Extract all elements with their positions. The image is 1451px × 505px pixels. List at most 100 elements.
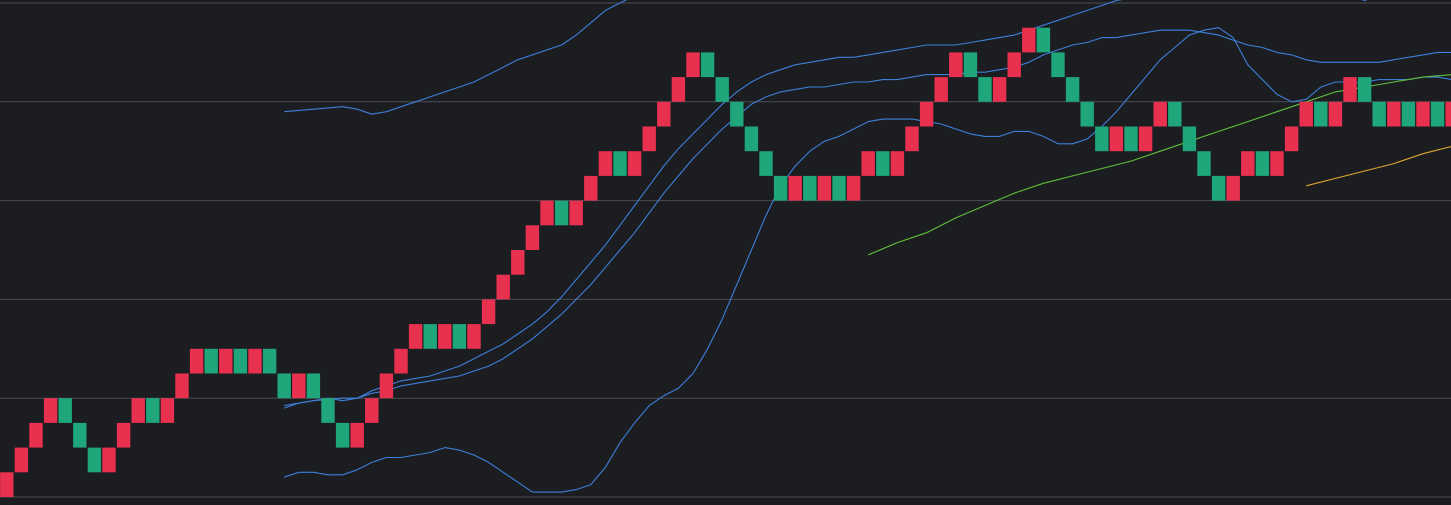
renko-brick-down [467, 324, 481, 349]
renko-brick-down [1387, 101, 1401, 127]
renko-brick-up [1124, 126, 1138, 152]
renko-brick-down [1226, 175, 1240, 201]
renko-brick-down [116, 422, 131, 448]
renko-brick-up [1095, 126, 1109, 152]
renko-brick-up [876, 151, 890, 176]
renko-brick-down [846, 175, 861, 201]
series-line [284, 0, 1368, 115]
renko-brick-down [394, 348, 408, 374]
renko-brick-up [1051, 52, 1065, 78]
renko-brick-up [321, 398, 335, 423]
renko-brick-up [1314, 101, 1328, 127]
renko-brick-up [730, 101, 744, 127]
renko-brick-up [335, 422, 350, 448]
renko-brick-down [511, 250, 525, 275]
renko-brick-up [73, 422, 87, 448]
renko-brick-down [496, 274, 510, 300]
series-line [284, 27, 1451, 493]
renko-brick-down [219, 348, 233, 374]
renko-brick-up [832, 175, 846, 201]
renko-brick-down [365, 398, 379, 423]
renko-brick-up [452, 324, 467, 349]
renko-brick-down [102, 447, 116, 473]
renko-brick-down [1343, 77, 1357, 102]
renko-brick-down [1153, 101, 1167, 127]
renko-brick-down [817, 175, 832, 201]
renko-brick-down [131, 398, 145, 423]
renko-brick-down [350, 422, 364, 448]
renko-brick-down [1022, 27, 1036, 53]
renko-brick-down [1007, 52, 1021, 78]
renko-brick-down [788, 175, 802, 201]
renko-brick-down [992, 77, 1007, 102]
renko-brick-down [1138, 126, 1153, 152]
renko-brick-up [1255, 151, 1270, 176]
renko-brick-up [1065, 77, 1080, 102]
renko-brick-up [759, 151, 773, 176]
renko-brick-up [613, 151, 627, 176]
renko-brick-down [1299, 101, 1313, 127]
renko-brick-down [598, 151, 613, 176]
renko-brick-down [1270, 151, 1284, 176]
renko-brick-down [248, 348, 262, 374]
series-line [1306, 146, 1451, 187]
renko-bricks [0, 27, 1451, 497]
renko-brick-down [1241, 151, 1255, 176]
renko-brick-down [160, 398, 175, 423]
renko-brick-down [525, 225, 540, 250]
renko-brick-down [934, 77, 948, 102]
renko-brick-up [58, 398, 72, 423]
renko-brick-up [1372, 101, 1386, 127]
renko-brick-down [29, 422, 43, 448]
renko-brick-down [189, 348, 204, 374]
renko-brick-down [43, 398, 58, 423]
renko-brick-down [919, 101, 934, 127]
renko-brick-up [744, 126, 759, 152]
renko-brick-down [1328, 101, 1343, 127]
renko-brick-up [978, 77, 992, 102]
renko-brick-up [700, 52, 715, 78]
renko-brick-down [1445, 101, 1451, 127]
renko-brick-down [905, 126, 919, 152]
renko-brick-up [87, 447, 102, 473]
renko-brick-down [890, 151, 905, 176]
renko-brick-down [861, 151, 875, 176]
renko-brick-up [1168, 101, 1182, 127]
renko-brick-up [1036, 27, 1051, 53]
renko-brick-down [1416, 101, 1430, 127]
renko-brick-down [686, 52, 700, 78]
renko-brick-down [949, 52, 963, 78]
renko-brick-up [554, 200, 569, 226]
renko-brick-up [204, 348, 218, 374]
renko-brick-down [438, 324, 452, 349]
renko-brick-down [175, 373, 189, 399]
renko-brick-up [1430, 101, 1445, 127]
renko-brick-down [1109, 126, 1124, 152]
renko-brick-up [1182, 126, 1197, 152]
renko-brick-up [715, 77, 729, 102]
renko-brick-down [642, 126, 656, 152]
renko-brick-down [379, 373, 394, 399]
renko-brick-up [1080, 101, 1094, 127]
renko-brick-up [233, 348, 248, 374]
renko-brick-up [146, 398, 160, 423]
renko-brick-down [671, 77, 686, 102]
renko-brick-down [0, 472, 14, 497]
series-line [284, 0, 1123, 409]
renko-brick-up [1357, 77, 1372, 102]
series-line [284, 29, 1451, 407]
renko-brick-down [14, 447, 29, 473]
renko-brick-up [277, 373, 291, 399]
renko-brick-down [657, 101, 671, 127]
renko-brick-down [1284, 126, 1299, 152]
renko-brick-up [1401, 101, 1416, 127]
renko-brick-up [1211, 175, 1226, 201]
renko-brick-down [627, 151, 642, 176]
renko-brick-up [773, 175, 788, 201]
renko-brick-down [408, 324, 423, 349]
renko-brick-down [481, 299, 496, 325]
renko-brick-up [803, 175, 817, 201]
renko-brick-up [1197, 151, 1211, 176]
renko-brick-up [423, 324, 437, 349]
